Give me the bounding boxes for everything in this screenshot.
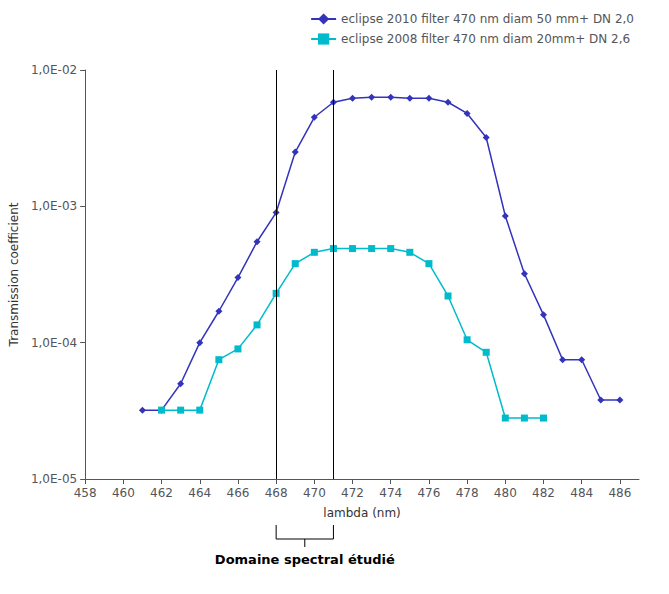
svg-text:486: 486 — [608, 486, 631, 500]
svg-text:458: 458 — [74, 486, 97, 500]
svg-text:476: 476 — [417, 486, 440, 500]
svg-text:eclipse 2010 filter 470 nm dia: eclipse 2010 filter 470 nm diam 50 mm+ D… — [341, 12, 634, 26]
svg-text:466: 466 — [226, 486, 249, 500]
svg-text:480: 480 — [494, 486, 517, 500]
svg-text:474: 474 — [379, 486, 402, 500]
svg-text:460: 460 — [112, 486, 135, 500]
svg-text:Transmission coefficient: Transmission coefficient — [7, 202, 21, 347]
svg-text:472: 472 — [341, 486, 364, 500]
svg-text:482: 482 — [532, 486, 555, 500]
svg-text:1,0E-02: 1,0E-02 — [31, 63, 77, 77]
svg-text:1,0E-05: 1,0E-05 — [31, 472, 77, 486]
svg-text:Domaine spectral étudié: Domaine spectral étudié — [215, 552, 395, 567]
svg-text:1,0E-03: 1,0E-03 — [31, 199, 77, 213]
svg-text:470: 470 — [303, 486, 326, 500]
svg-text:lambda (nm): lambda (nm) — [323, 506, 400, 520]
svg-text:468: 468 — [265, 486, 288, 500]
svg-text:484: 484 — [570, 486, 593, 500]
svg-text:464: 464 — [188, 486, 211, 500]
svg-text:462: 462 — [150, 486, 173, 500]
svg-text:1,0E-04: 1,0E-04 — [31, 336, 77, 350]
svg-text:478: 478 — [456, 486, 479, 500]
svg-text:eclipse 2008 filter 470 nm dia: eclipse 2008 filter 470 nm diam 20mm+ DN… — [341, 32, 630, 46]
